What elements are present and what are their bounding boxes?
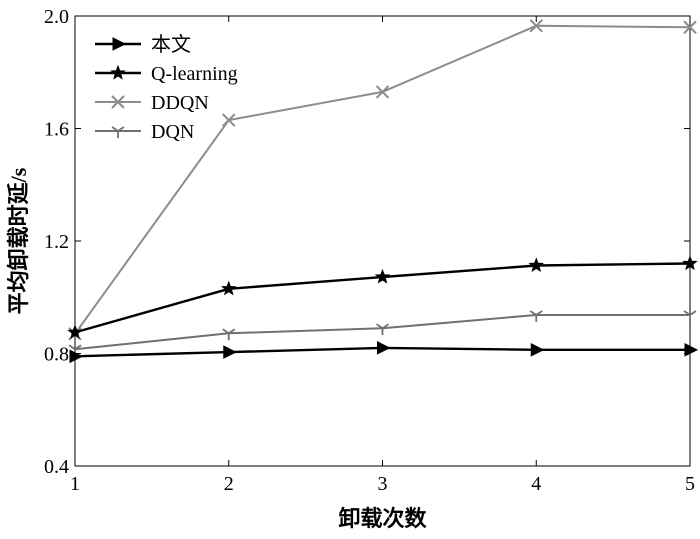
data-point [376, 323, 389, 336]
marker-tri-stroke [117, 126, 125, 132]
data-point [377, 341, 391, 355]
marker-triangle [377, 341, 391, 355]
marker-star [528, 257, 544, 272]
marker-tri-stroke [535, 310, 543, 316]
x-tick-label: 4 [531, 473, 541, 495]
marker-triangle [69, 349, 84, 364]
legend-marker [112, 37, 127, 51]
y-tick-label: 2.0 [44, 6, 69, 28]
marker-tri-stroke [111, 126, 119, 132]
data-point [223, 345, 237, 359]
x-tick-label: 2 [224, 473, 234, 495]
legend-item: Q-learning [95, 63, 238, 85]
data-point [529, 19, 543, 33]
marker-tri-stroke [68, 344, 76, 351]
y-tick-label: 1.6 [44, 119, 69, 141]
legend-label: DQN [151, 121, 194, 143]
marker-tri-stroke [222, 328, 230, 334]
marker-triangle [112, 37, 127, 51]
marker-tri-stroke [529, 310, 537, 316]
legend-item: 本文 [95, 33, 191, 56]
marker-tri-stroke [382, 323, 389, 329]
data-point [69, 349, 84, 364]
marker-triangle [530, 343, 545, 357]
data-point [684, 343, 699, 357]
x-tick-label: 3 [378, 473, 388, 495]
legend-label: Q-learning [151, 63, 238, 85]
legend-marker [111, 126, 125, 138]
series-1 [67, 255, 698, 339]
marker-x-stroke [683, 20, 697, 34]
data-point [683, 310, 697, 322]
data-point [67, 324, 83, 339]
data-point [530, 343, 545, 357]
marker-triangle [684, 343, 699, 357]
y-axis-label: 平均卸载时延/s [6, 167, 31, 314]
marker-x-stroke [375, 85, 390, 99]
data-point [221, 280, 237, 296]
data-point [682, 255, 698, 271]
x-axis-label: 卸载次数 [338, 506, 427, 531]
legend-marker [111, 95, 125, 109]
legend-item: DQN [95, 121, 194, 143]
marker-x-stroke [111, 95, 125, 109]
marker-tri-stroke [683, 310, 691, 316]
data-point [529, 310, 543, 322]
legend-marker [110, 64, 126, 80]
marker-tri-stroke [74, 344, 82, 351]
y-tick-label: 1.2 [44, 231, 69, 253]
data-point [222, 113, 236, 127]
x-tick-label: 5 [685, 473, 695, 495]
marker-x-stroke [222, 113, 236, 127]
legend-label: 本文 [151, 33, 191, 56]
marker-tri-stroke [689, 310, 697, 316]
data-point [683, 20, 697, 34]
data-point [374, 268, 391, 284]
series-3 [68, 310, 697, 357]
data-point [222, 328, 236, 341]
y-tick-label: 0.4 [44, 456, 69, 478]
legend: 本文 Q-learning DDQN DQN [95, 33, 238, 143]
marker-star [221, 280, 237, 296]
series-0 [69, 341, 699, 364]
x-tick-label: 1 [70, 473, 80, 495]
legend-label: DDQN [151, 92, 209, 114]
marker-x-stroke [529, 19, 543, 33]
data-point [528, 257, 544, 272]
marker-tri-stroke [228, 328, 236, 334]
marker-star [374, 268, 391, 284]
legend-item: DDQN [95, 92, 209, 114]
y-tick-label: 0.8 [44, 344, 69, 366]
marker-star [682, 255, 698, 271]
marker-tri-stroke [376, 323, 383, 329]
marker-star [110, 64, 126, 80]
marker-triangle [223, 345, 237, 359]
data-point [375, 85, 390, 99]
marker-star [67, 324, 83, 339]
